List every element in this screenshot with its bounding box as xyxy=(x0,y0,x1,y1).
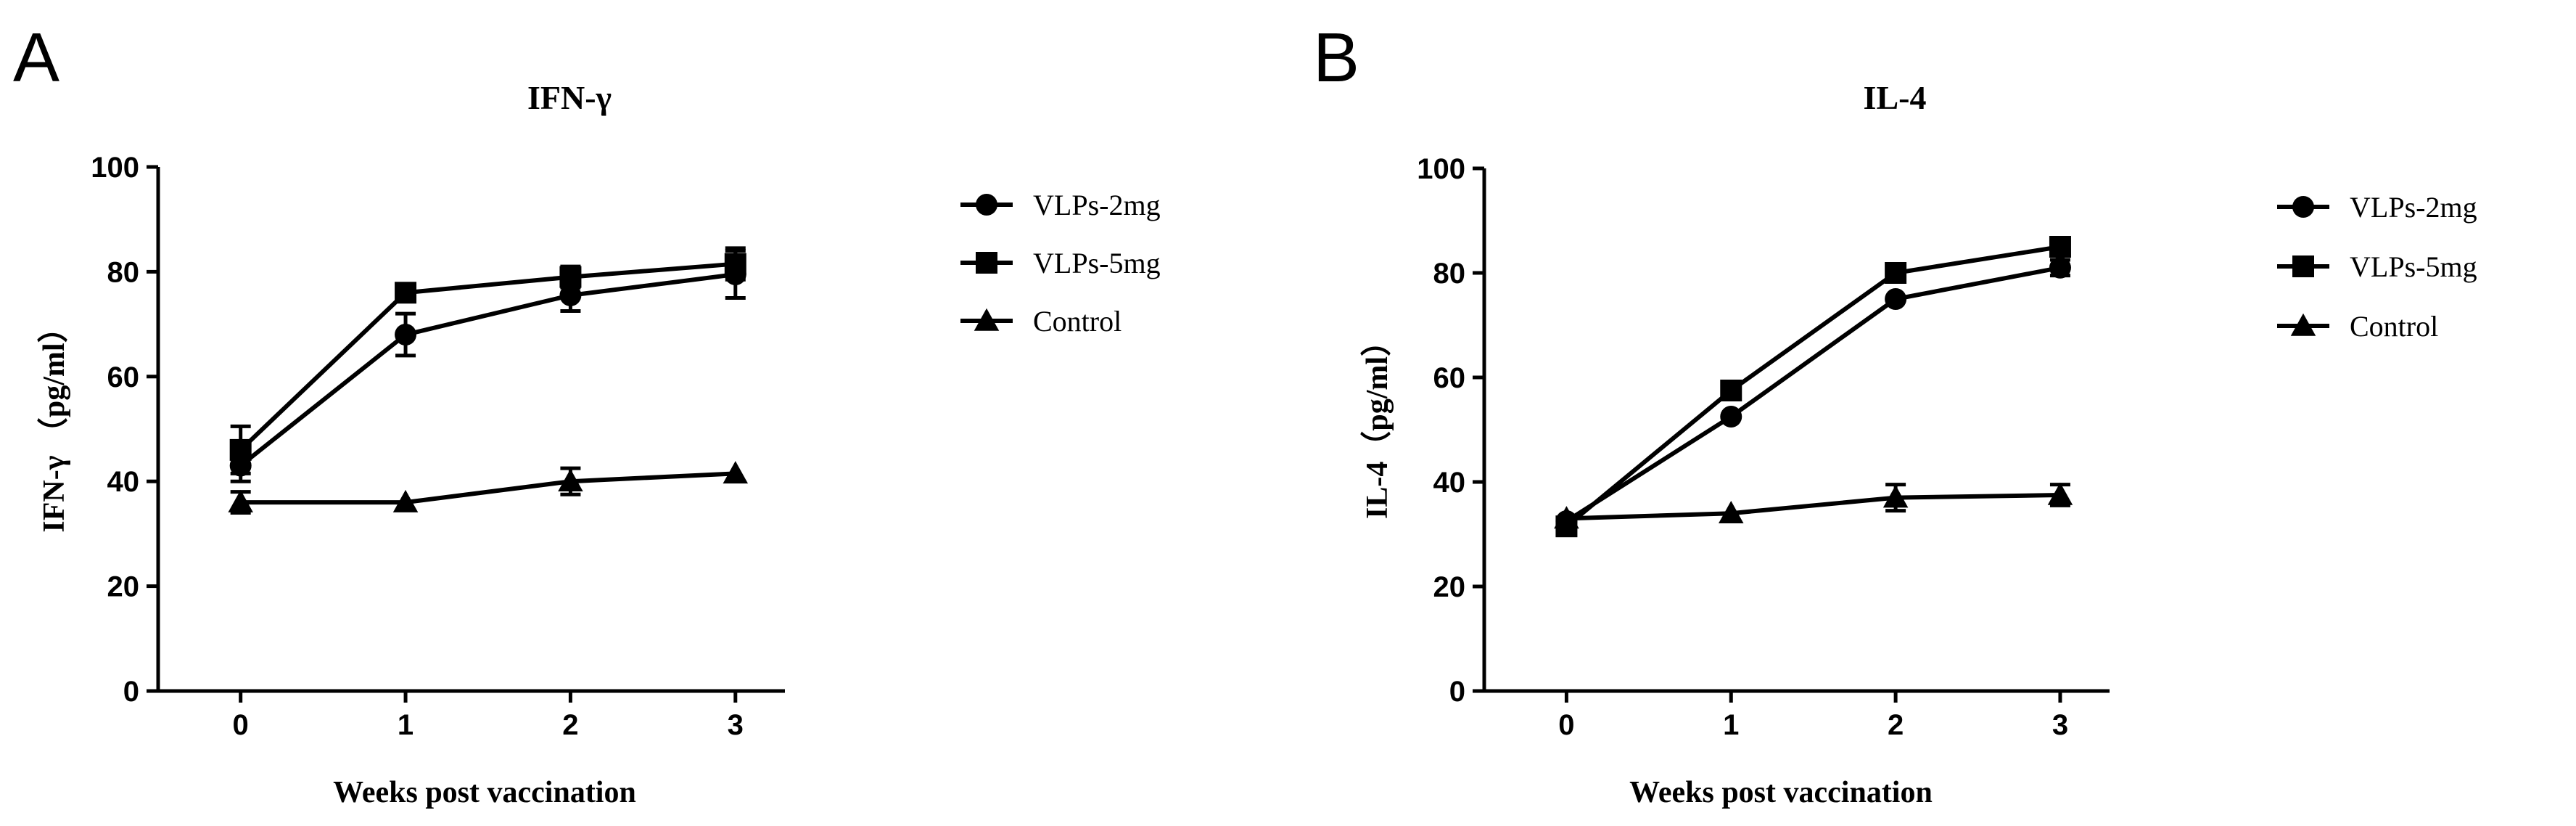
legend-marker-circle xyxy=(2292,196,2314,218)
legend-label: Control xyxy=(2350,310,2438,343)
data-point-square xyxy=(229,438,252,461)
data-point-triangle xyxy=(228,489,253,512)
legend-marker-triangle xyxy=(2290,313,2316,336)
data-point-square xyxy=(1885,262,1907,284)
y-tick-label: 20 xyxy=(107,571,140,603)
legend-label: VLPs-2mg xyxy=(2350,191,2477,224)
y-tick-label: 100 xyxy=(91,152,139,184)
y-tick-label: 40 xyxy=(107,466,140,498)
y-tick-label: 100 xyxy=(1417,153,1465,185)
x-tick-label: 1 xyxy=(398,709,413,741)
series-line-triangle xyxy=(1566,493,2060,521)
legend-marker-circle xyxy=(976,194,997,216)
x-axis-label: Weeks post vaccination xyxy=(1629,776,1933,809)
data-point-triangle xyxy=(1554,506,1579,529)
data-point-circle xyxy=(395,324,417,346)
data-point-circle xyxy=(1720,406,1742,428)
chart-title: IL-4 xyxy=(1864,79,1927,116)
y-tick-label: 60 xyxy=(107,361,140,393)
series-line-square xyxy=(239,261,736,452)
plot-area: 0 20 40 60 80 100 0 1 2 3 VLPs-2mg VLPs-5mg Control xyxy=(1417,153,2477,741)
data-point-circle xyxy=(1885,288,1907,310)
legend-label: VLPs-5mg xyxy=(1033,247,1161,279)
x-tick-label: 0 xyxy=(1558,709,1574,741)
y-tick-label: 60 xyxy=(1433,362,1466,394)
data-point-square xyxy=(2049,236,2071,258)
x-axis-label: Weeks post vaccination xyxy=(333,776,636,809)
legend-label: VLPs-2mg xyxy=(1033,189,1161,221)
data-point-triangle xyxy=(723,461,749,484)
y-tick-label: 40 xyxy=(1433,467,1466,499)
legend-marker-square xyxy=(2292,255,2314,277)
x-tick-label: 2 xyxy=(1888,709,1904,741)
x-tick-label: 1 xyxy=(1723,709,1739,741)
data-point-triangle xyxy=(2047,482,2073,505)
legend-item: Control xyxy=(2277,310,2438,343)
data-point-square xyxy=(559,266,582,288)
panel-letter: A xyxy=(13,19,59,97)
panel-a: A IFN-γ Weeks post vaccination IFN-γ （pg… xyxy=(13,19,1161,809)
data-point-triangle xyxy=(1719,500,1744,523)
x-tick-label: 2 xyxy=(562,709,578,741)
series-line-circle xyxy=(1565,265,2061,523)
legend-item: VLPs-2mg xyxy=(960,189,1161,221)
legend-label: VLPs-5mg xyxy=(2350,250,2477,283)
data-point-square xyxy=(395,282,417,304)
x-tick-label: 3 xyxy=(2052,709,2068,741)
x-tick-label: 0 xyxy=(233,709,249,741)
legend-item: Control xyxy=(960,305,1122,338)
legend-label: Control xyxy=(1033,305,1122,338)
data-point-circle xyxy=(559,284,582,306)
legend-item: VLPs-2mg xyxy=(2277,191,2477,224)
x-tick-label: 3 xyxy=(728,709,744,741)
series-line-circle xyxy=(239,272,736,467)
data-point-square xyxy=(724,253,746,275)
y-axis-label: IL-4（pg/ml） xyxy=(1360,326,1394,519)
y-tick-label: 20 xyxy=(1433,571,1466,603)
legend-item: VLPs-5mg xyxy=(2277,250,2477,283)
panel-letter: B xyxy=(1313,19,1359,97)
chart-title: IFN-γ xyxy=(527,79,612,116)
y-tick-label: 80 xyxy=(107,256,140,288)
data-point-square xyxy=(1720,380,1742,401)
y-tick-label: 0 xyxy=(123,676,139,708)
legend-item: VLPs-5mg xyxy=(960,247,1161,279)
legend-marker-square xyxy=(976,252,997,274)
y-tick-label: 0 xyxy=(1449,676,1465,708)
legend-marker-triangle xyxy=(974,308,1000,331)
y-axis-label: IFN-γ （pg/ml） xyxy=(37,312,71,532)
data-point-triangle xyxy=(392,489,419,512)
y-tick-label: 80 xyxy=(1433,258,1466,290)
data-point-triangle xyxy=(1882,485,1909,508)
plot-area: 0 20 40 60 80 100 0 1 2 3 VLPs-2mg VLPs-5mg Control xyxy=(91,152,1160,741)
panel-b: B IL-4 Weeks post vaccination IL-4（pg/ml… xyxy=(1313,19,2477,809)
series-line-triangle xyxy=(240,471,736,505)
data-point-circle xyxy=(2049,256,2071,279)
series-line-square xyxy=(1565,245,2061,528)
data-point-triangle xyxy=(558,468,583,491)
